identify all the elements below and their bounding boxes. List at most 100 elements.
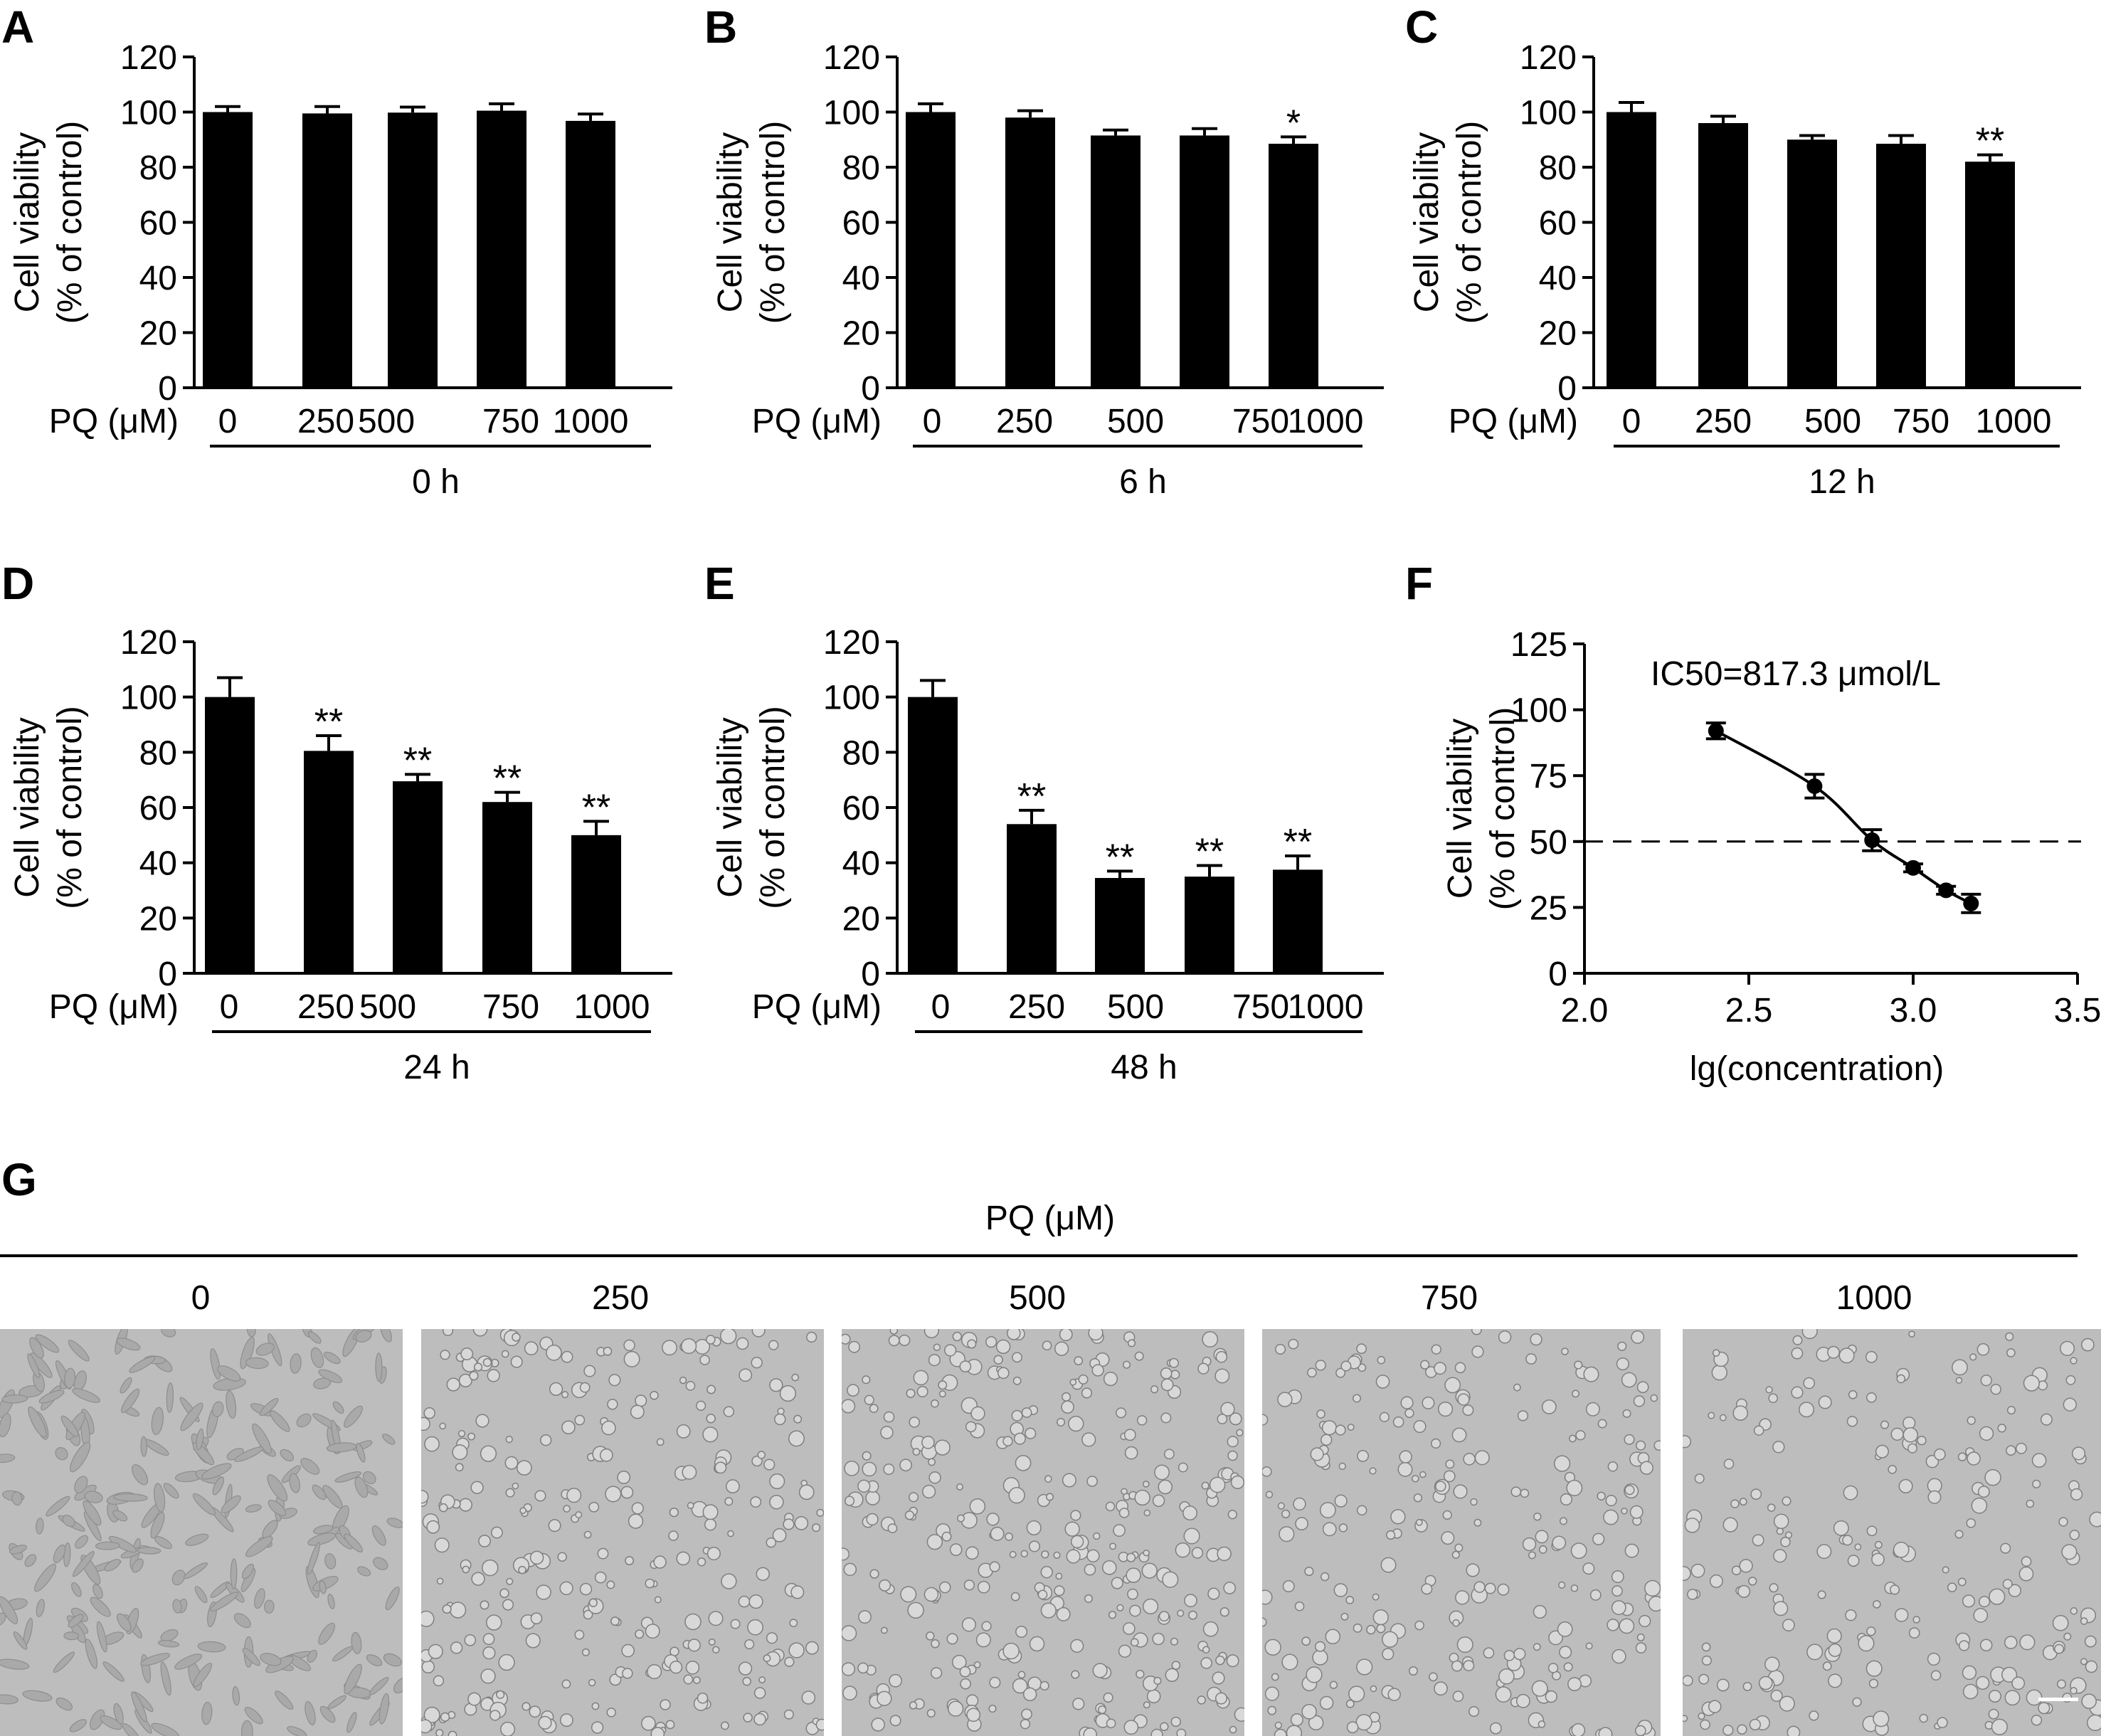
cell: [748, 1594, 763, 1609]
cell: [1229, 1412, 1242, 1426]
cell: [753, 1713, 766, 1726]
cell: [529, 1550, 544, 1565]
cell: [1828, 1643, 1842, 1657]
cell: [1127, 1339, 1136, 1348]
cell: [1169, 1357, 1179, 1368]
chart-a-group-label: 0 h: [412, 463, 460, 501]
cell: [540, 1434, 552, 1446]
cell: [948, 1700, 964, 1717]
cell: [1809, 1710, 1819, 1721]
cell: [1470, 1498, 1478, 1506]
cell: [440, 1350, 450, 1360]
cell: [650, 1727, 665, 1736]
cell: [952, 1331, 963, 1342]
cell: [1975, 1676, 1990, 1690]
chart-b-bar-750: [1180, 135, 1229, 388]
chart-a-y-tick-label: 40: [139, 260, 177, 297]
cell: [1037, 1589, 1048, 1600]
cell: [766, 1537, 777, 1548]
bar-chart-d: 0 20 40 60 80 100 120 Cell viability (% of contr…: [9, 624, 672, 1086]
cell: [1282, 1580, 1295, 1593]
cell: [1070, 1639, 1084, 1653]
cell: [480, 1445, 497, 1462]
cell: [1977, 1486, 1990, 1498]
cell: [1162, 1571, 1179, 1588]
cell: [1866, 1626, 1876, 1636]
cell: [132, 1558, 144, 1573]
chart-e-category-label: 1000: [1288, 988, 1364, 1026]
cell: [1122, 1360, 1131, 1369]
chart-d-significance: **: [582, 787, 610, 828]
chart-c-category-label: 250: [1695, 403, 1752, 440]
cell: [1098, 1705, 1107, 1715]
cell: [1290, 1713, 1303, 1727]
cell: [606, 1708, 616, 1718]
cell: [244, 1707, 263, 1725]
cell: [1826, 1628, 1842, 1644]
cell: [669, 1507, 679, 1518]
cell: [290, 1353, 302, 1374]
cell: [1109, 1542, 1117, 1550]
cell: [245, 1536, 273, 1557]
cell: [744, 1639, 755, 1650]
cell: [934, 1439, 951, 1456]
cell: [140, 1436, 147, 1457]
cell: [1871, 1552, 1885, 1567]
cell: [1267, 1705, 1277, 1715]
cell: [1106, 1718, 1116, 1729]
cell: [1321, 1434, 1333, 1446]
cell: [957, 1514, 965, 1523]
chart-a-y-tick-label: 80: [139, 149, 177, 187]
cell: [1585, 1402, 1600, 1417]
cell: [1141, 1562, 1158, 1579]
cell: [1503, 1650, 1515, 1661]
cell: [502, 1599, 514, 1611]
cell: [1333, 1583, 1348, 1597]
cell: [1772, 1441, 1785, 1454]
cell: [990, 1526, 1005, 1541]
cell: [197, 1641, 226, 1653]
cell: [1907, 1443, 1917, 1454]
cell: [505, 1488, 515, 1498]
cell: [1548, 1630, 1563, 1646]
cell: [682, 1464, 697, 1480]
cell: [457, 1429, 466, 1438]
cell: [1765, 1386, 1773, 1394]
cell: [561, 1350, 573, 1363]
cell: [1937, 1717, 1948, 1728]
cell: [240, 1336, 255, 1370]
chart-e-significance: **: [1284, 822, 1312, 863]
cell: [1454, 1543, 1464, 1552]
cell: [2006, 1406, 2016, 1415]
cell: [1990, 1383, 2001, 1395]
cell: [1209, 1476, 1226, 1493]
cell: [1170, 1716, 1181, 1727]
cell: [129, 1356, 156, 1373]
cell: [424, 1436, 440, 1452]
chart-f-point: [1806, 778, 1823, 795]
cell: [784, 1656, 795, 1667]
cell: [783, 1709, 794, 1720]
cell: [669, 1661, 683, 1674]
cell: [1748, 1577, 1757, 1586]
cell: [714, 1461, 727, 1474]
cell: [1552, 1535, 1567, 1550]
cell: [763, 1654, 771, 1663]
chart-d-significance: **: [403, 740, 432, 781]
cell: [512, 1333, 521, 1342]
cell: [681, 1338, 697, 1355]
cell: [1635, 1642, 1647, 1653]
cell: [421, 1719, 433, 1734]
cell: [1214, 1692, 1227, 1705]
cell: [327, 1695, 346, 1710]
cell: [1146, 1689, 1161, 1703]
cell: [442, 1329, 454, 1336]
cell: [1764, 1656, 1780, 1672]
cell: [1435, 1481, 1446, 1492]
cell: [1264, 1686, 1279, 1701]
cell: [1466, 1563, 1480, 1577]
cell: [536, 1584, 551, 1600]
cell: [1684, 1518, 1700, 1533]
cell: [2087, 1714, 2101, 1732]
